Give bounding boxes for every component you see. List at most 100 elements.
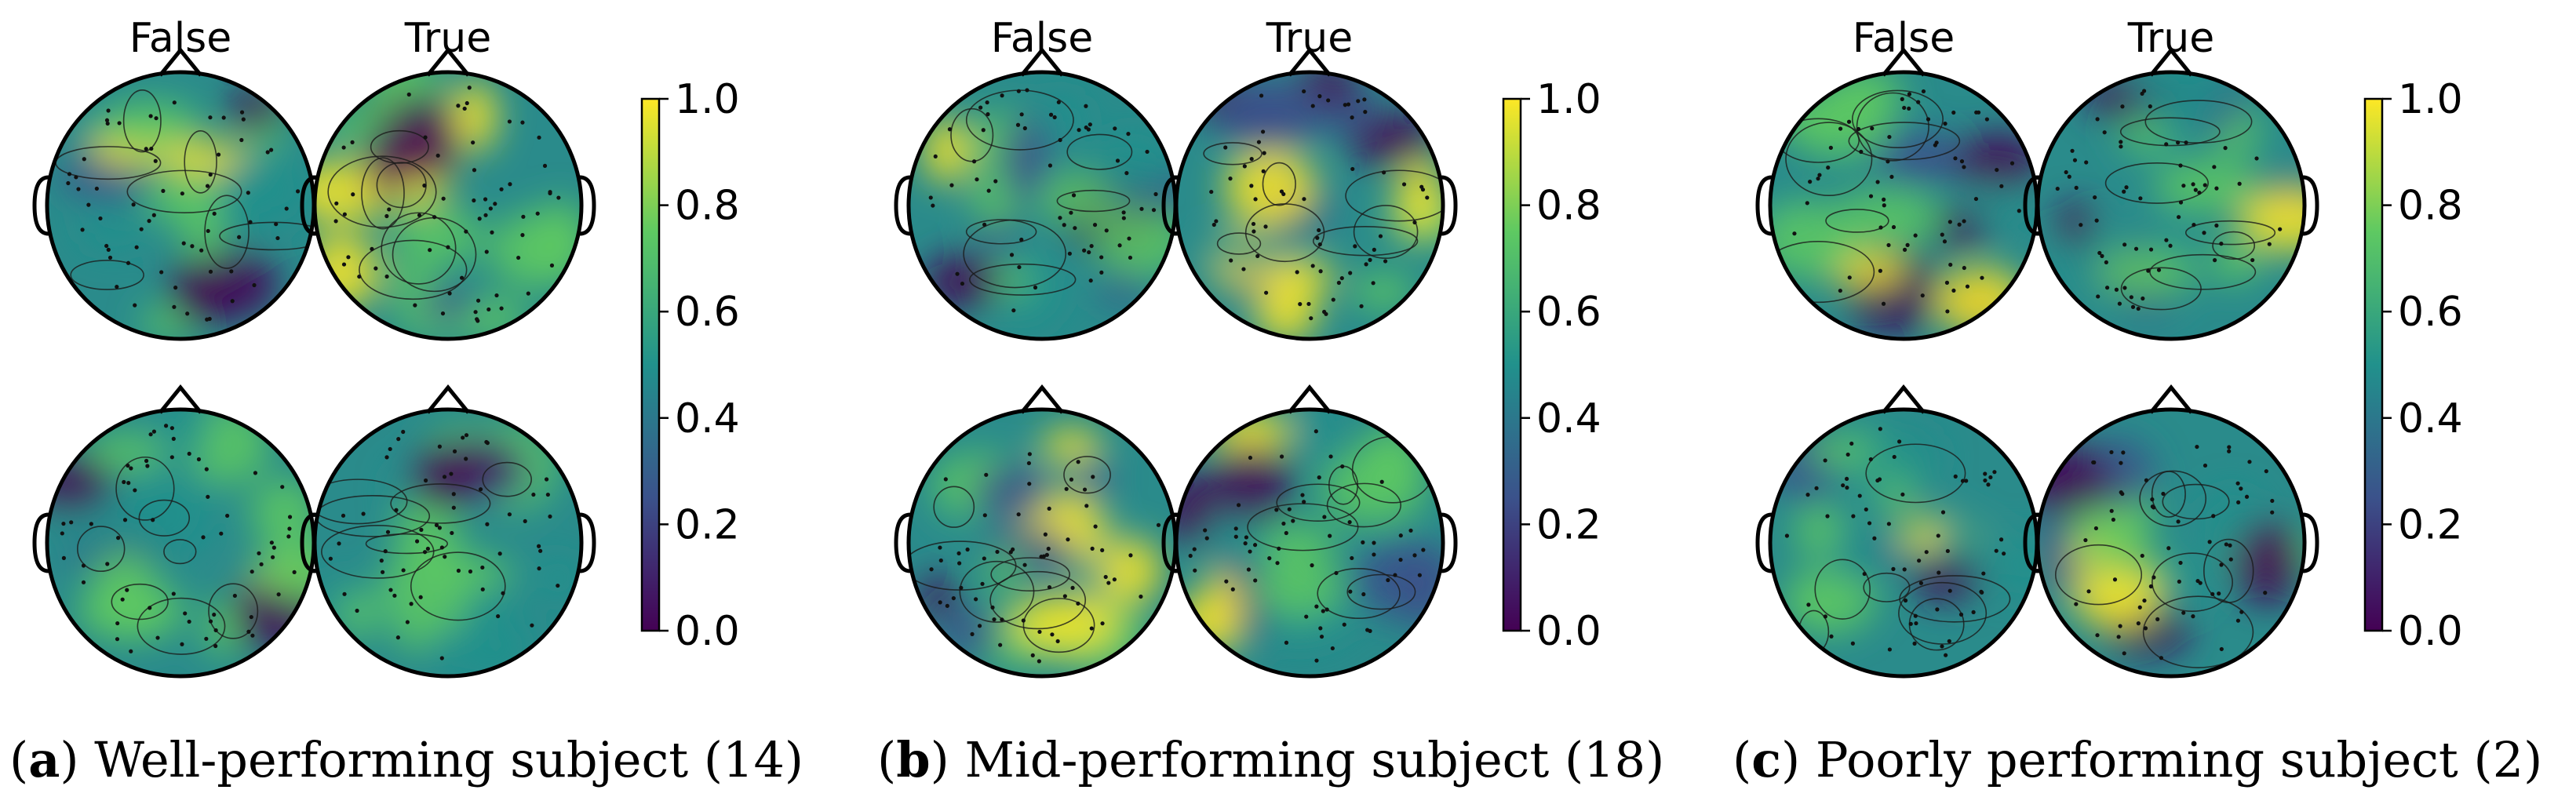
electrode-dot xyxy=(417,213,422,217)
electrode-dot xyxy=(1847,275,1852,280)
electrode-dot xyxy=(341,513,346,518)
electrode-dot xyxy=(1920,293,1925,298)
electrode-dot xyxy=(252,282,257,288)
electrode-dot xyxy=(471,140,475,145)
electrode-dot xyxy=(1317,242,1322,247)
colorbar-a xyxy=(640,97,661,632)
activation-blob xyxy=(1224,147,1316,227)
electrode-dot xyxy=(1348,271,1353,275)
electrode-dot xyxy=(975,177,979,182)
contour-line xyxy=(184,130,217,194)
electrode-dot xyxy=(206,494,210,499)
electrode-dot xyxy=(1889,174,1894,180)
left-ear xyxy=(1755,512,1773,573)
colorbar-tick-label: 0.2 xyxy=(1536,501,1601,548)
activation-blob xyxy=(315,233,379,311)
electrode-dot xyxy=(1398,557,1403,562)
electrode-dot xyxy=(1099,255,1104,260)
electrode-dot xyxy=(1346,102,1351,107)
electrode-dot xyxy=(556,583,560,588)
contour-line xyxy=(361,157,405,230)
electrode-dot xyxy=(144,458,149,464)
electrode-dot xyxy=(212,211,217,216)
electrode-dot xyxy=(2136,306,2141,311)
contour-line xyxy=(1063,456,1111,494)
electrode-dot xyxy=(1317,227,1321,233)
electrode-dot xyxy=(122,518,128,522)
electrode-dot xyxy=(208,172,213,177)
electrode-dot xyxy=(239,137,244,143)
electrode-dot xyxy=(2070,148,2075,153)
electrode-dot xyxy=(435,153,440,158)
electrode-dot xyxy=(1263,224,1268,229)
electrode-dot xyxy=(1041,554,1047,559)
electrode-dot xyxy=(478,487,483,492)
electrode-dot xyxy=(461,435,465,440)
electrode-dot xyxy=(1914,621,1918,626)
electrode-dot xyxy=(388,588,393,592)
electrode-dot xyxy=(76,187,81,191)
contour-line xyxy=(2149,253,2257,290)
electrode-dot xyxy=(472,168,477,173)
electrode-dot xyxy=(1211,222,1216,227)
electrode-dot xyxy=(199,248,204,253)
electrode-dot xyxy=(1310,104,1315,108)
electrode-dot xyxy=(1339,275,1344,281)
electrode-dot xyxy=(1913,233,1918,238)
electrode-dot xyxy=(1421,548,1426,552)
electrode-dot xyxy=(2072,158,2078,162)
electrode-dot xyxy=(2244,494,2250,499)
contour-line xyxy=(1353,205,1419,260)
electrode-dot xyxy=(439,656,444,661)
electrode-dot xyxy=(477,217,482,221)
electrode-dot xyxy=(419,527,424,532)
electrode-dot xyxy=(1248,455,1253,460)
electrode-dot xyxy=(1241,267,1246,271)
electrode-dot xyxy=(1902,247,1907,252)
electrode-dot xyxy=(106,108,111,113)
electrode-dot xyxy=(205,317,210,322)
electrode-dot xyxy=(1156,522,1161,527)
electrode-dot xyxy=(159,270,164,275)
electrode-dot xyxy=(1916,100,1921,104)
electrode-dot xyxy=(1115,158,1120,163)
colorbar-tick-label: 0.0 xyxy=(1536,608,1601,655)
nose xyxy=(426,47,470,77)
electrode-dot xyxy=(1363,110,1368,115)
electrode-dot xyxy=(1953,474,1958,479)
electrode-dot xyxy=(1033,285,1038,290)
electrode-dot xyxy=(2211,514,2216,519)
electrode-dot xyxy=(341,262,347,267)
electrode-dot xyxy=(232,593,237,599)
electrode-dot xyxy=(1942,239,1947,244)
electrode-dot xyxy=(131,202,136,207)
electrode-dot xyxy=(1322,515,1327,519)
electrode-dot xyxy=(246,191,250,195)
electrode-dot xyxy=(1361,540,1365,544)
electrode-dot xyxy=(2091,460,2096,465)
electrode-dot xyxy=(1857,493,1862,498)
electrode-dot xyxy=(104,118,110,122)
electrode-dot xyxy=(2114,287,2119,292)
electrode-dot xyxy=(530,623,534,628)
electrode-dot xyxy=(67,172,72,177)
electrode-dot xyxy=(1015,122,1021,127)
electrode-dot xyxy=(1314,429,1318,434)
electrode-dot xyxy=(1845,452,1850,457)
electrode-dot xyxy=(1047,584,1052,590)
electrode-dot xyxy=(219,531,224,536)
electrode-dot xyxy=(384,274,389,279)
electrode-dot xyxy=(351,192,355,197)
colorbar-tick-label: 0.4 xyxy=(2398,395,2463,442)
electrode-dot xyxy=(443,555,447,559)
electrode-dot xyxy=(1106,581,1111,585)
right-ear xyxy=(579,175,596,236)
electrode-dot xyxy=(394,508,399,512)
electrode-dot xyxy=(1088,278,1093,283)
electrode-dot xyxy=(450,530,454,536)
electrode-dot xyxy=(1069,210,1073,215)
electrode-dot xyxy=(1875,478,1880,483)
nose xyxy=(1882,47,1926,77)
electrode-dot xyxy=(2067,174,2071,179)
